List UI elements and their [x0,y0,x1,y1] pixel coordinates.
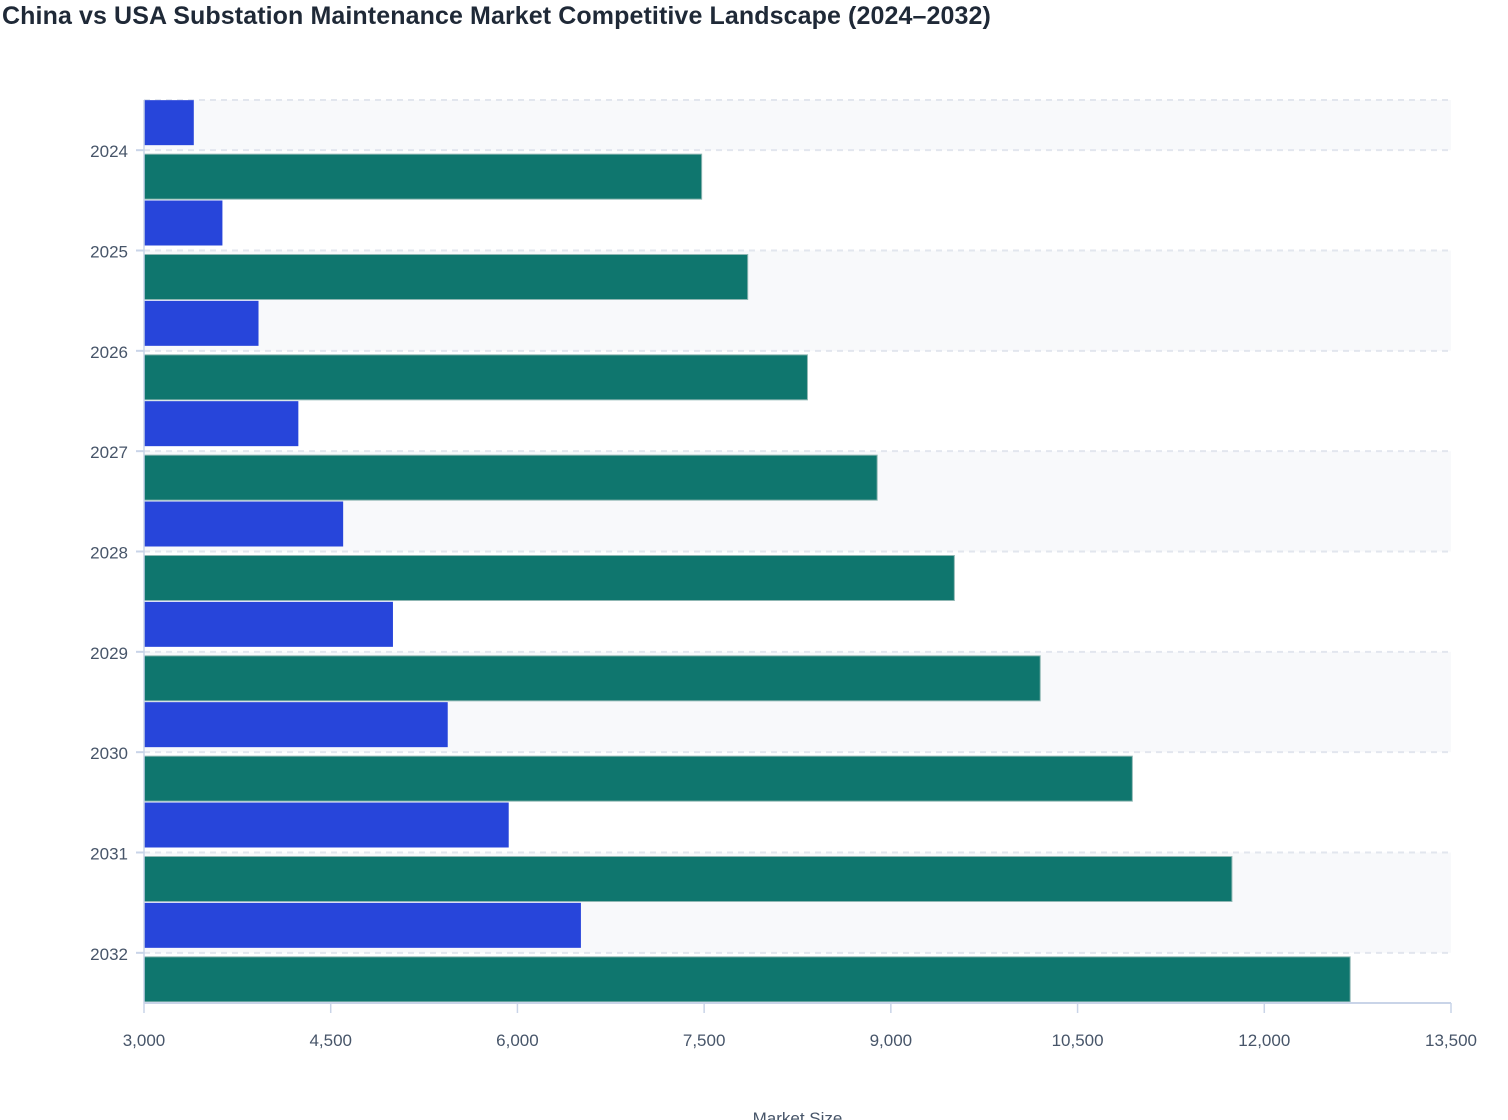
x-tick-label: 13,500 [1425,1031,1477,1050]
y-tick-label: 2026 [90,343,128,362]
x-tick-label: 3,000 [123,1031,166,1050]
bar-series2-2032 [143,956,1351,1003]
y-tick-label: 2024 [90,142,128,161]
x-tick-label: 10,500 [1052,1031,1104,1050]
bar-series1-2028 [144,501,344,547]
x-tick-label: 9,000 [870,1031,913,1050]
y-tick-label: 2029 [90,644,128,663]
bar-series1-2027 [144,401,299,447]
x-tick-label: 7,500 [683,1031,726,1050]
x-tick-label: 12,000 [1238,1031,1290,1050]
x-axis-title: Market Size [753,1109,843,1120]
bar-series1-2029 [144,601,393,647]
bar-series2-2024 [143,153,703,200]
bar-series1-2030 [144,702,448,748]
x-tick-label: 6,000 [496,1031,539,1050]
bar-series1-2024 [144,100,194,146]
y-tick-label: 2031 [90,845,128,864]
bar-series2-2030 [143,755,1133,802]
x-tick-label: 4,500 [309,1031,352,1050]
bar-series2-2031 [143,856,1233,902]
y-tick-label: 2030 [90,744,128,763]
bar-series2-2029 [143,655,1041,702]
bar-series2-2026 [143,354,808,401]
bar-series1-2031 [144,802,509,848]
chart-title: China vs USA Substation Maintenance Mark… [2,2,991,30]
bar-series2-2027 [143,454,878,501]
y-tick-label: 2032 [90,945,128,964]
y-tick-label: 2027 [90,443,128,462]
bar-series1-2026 [144,300,259,346]
bar-series1-2025 [144,200,223,246]
bar-series2-2025 [143,254,749,300]
y-tick-label: 2028 [90,544,128,563]
y-tick-label: 2025 [90,243,128,262]
background-band [144,100,1451,151]
bar-series1-2032 [144,902,581,948]
bar-series2-2028 [143,555,955,601]
